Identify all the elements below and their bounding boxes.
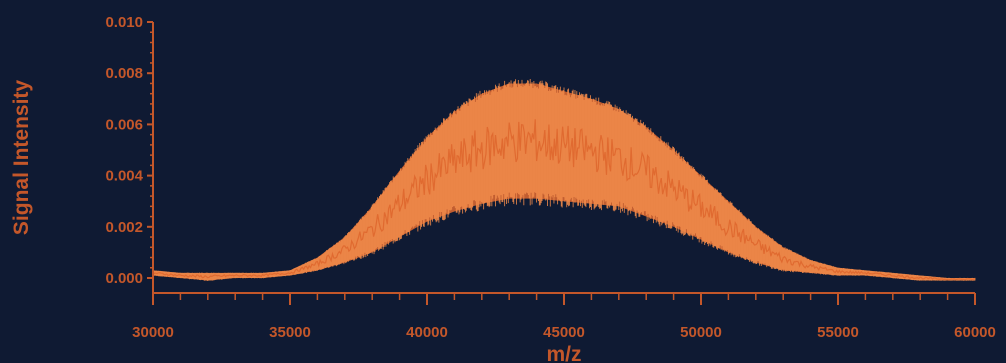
x-tick-label: 50000 [680, 324, 722, 341]
y-tick-label: 0.010 [105, 14, 143, 31]
x-tick-label: 45000 [543, 324, 585, 341]
signal-trace [152, 119, 976, 281]
plot-area [152, 78, 976, 281]
x-tick-label: 35000 [269, 324, 311, 341]
x-tick-label: 55000 [817, 324, 859, 341]
tick-labels: 0.000 0.002 0.004 0.006 0.008 0.010 30000 35000… [105, 14, 995, 341]
tick-marks [147, 21, 976, 305]
y-tick-label: 0.006 [105, 116, 143, 133]
y-tick-label: 0.004 [105, 168, 143, 185]
x-axis-title: m/z [546, 343, 581, 363]
signal-spectrum [152, 78, 976, 281]
x-tick-label: 40000 [406, 324, 448, 341]
y-tick-label: 0.008 [105, 65, 143, 82]
y-axis-title: Signal Intensity [10, 80, 33, 236]
y-tick-label: 0.000 [105, 270, 143, 287]
x-tick-label: 60000 [954, 324, 996, 341]
x-tick-label: 30000 [132, 324, 174, 341]
y-tick-label: 0.002 [105, 219, 143, 236]
